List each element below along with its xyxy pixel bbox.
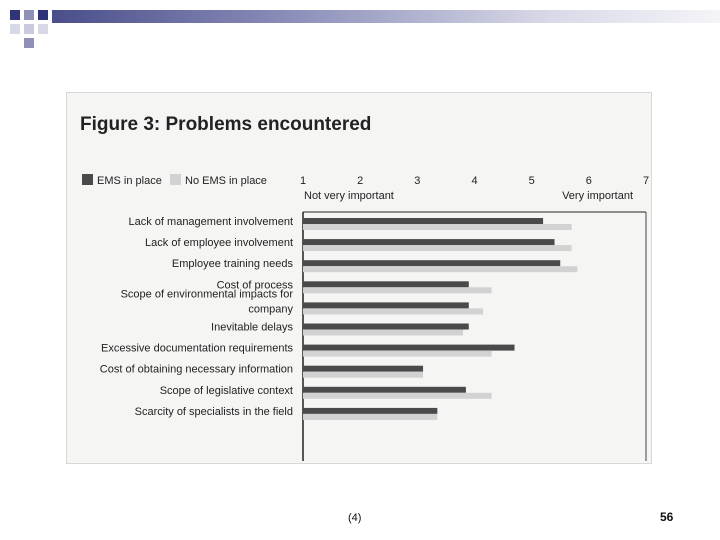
legend-swatch [170, 174, 181, 185]
x-tick-label: 2 [357, 175, 363, 187]
decor-square [24, 24, 34, 34]
category-label: Excessive documentation requirements [101, 343, 293, 355]
bar-ems [303, 365, 424, 372]
x-tick-label: 3 [414, 175, 420, 187]
bar-ems [303, 344, 515, 351]
bar-no-ems [303, 392, 492, 399]
bar-no-ems [303, 329, 464, 336]
footer-reference: (4) [348, 512, 362, 524]
bar-ems [303, 386, 466, 393]
decor-square [38, 24, 48, 34]
decor-square [24, 10, 34, 20]
header-decor-squares [0, 0, 60, 48]
category-label: Lack of management involvement [129, 216, 293, 228]
x-tick-label: 5 [529, 175, 535, 187]
bar-ems [303, 407, 438, 414]
category-label: company [248, 303, 293, 315]
category-label: Cost of obtaining necessary information [100, 364, 293, 376]
legend-label: EMS in place [97, 175, 162, 187]
x-tick-label: 7 [643, 175, 649, 187]
scale-high-label: Very important [562, 190, 633, 202]
chart-title: Figure 3: Problems encountered [80, 114, 372, 135]
category-label: Lack of employee involvement [145, 237, 293, 249]
category-label: Scope of environmental impacts for [121, 288, 294, 300]
bar-ems [303, 323, 469, 330]
figure-panel [66, 92, 652, 464]
bar-no-ems [303, 413, 438, 420]
decor-square [24, 38, 34, 48]
bar-ems [303, 239, 555, 246]
bar-no-ems [303, 245, 572, 252]
bar-ems [303, 218, 544, 224]
legend-label: No EMS in place [185, 175, 267, 187]
x-tick-label: 6 [586, 175, 592, 187]
category-label: Scope of legislative context [160, 385, 293, 397]
category-label: Employee training needs [172, 258, 294, 270]
category-label: Inevitable delays [211, 322, 293, 334]
page-number: 56 [660, 510, 674, 524]
x-tick-label: 4 [471, 175, 477, 187]
x-tick-label: 1 [300, 175, 306, 187]
bar-no-ems [303, 371, 424, 378]
bar-no-ems [303, 308, 484, 315]
bar-ems [303, 302, 469, 309]
legend-swatch [82, 174, 93, 185]
bar-ems [303, 281, 469, 288]
category-label: Scarcity of specialists in the field [135, 406, 293, 418]
scale-low-label: Not very important [304, 190, 394, 202]
bar-no-ems [303, 350, 492, 357]
bar-ems [303, 260, 561, 267]
header-decor-bar [52, 10, 720, 23]
bar-no-ems [303, 287, 492, 294]
decor-square [10, 24, 20, 34]
bar-no-ems [303, 266, 578, 273]
bar-no-ems [303, 224, 572, 230]
decor-square [10, 10, 20, 20]
decor-square [38, 10, 48, 20]
category-label: Cost of process [217, 279, 294, 291]
